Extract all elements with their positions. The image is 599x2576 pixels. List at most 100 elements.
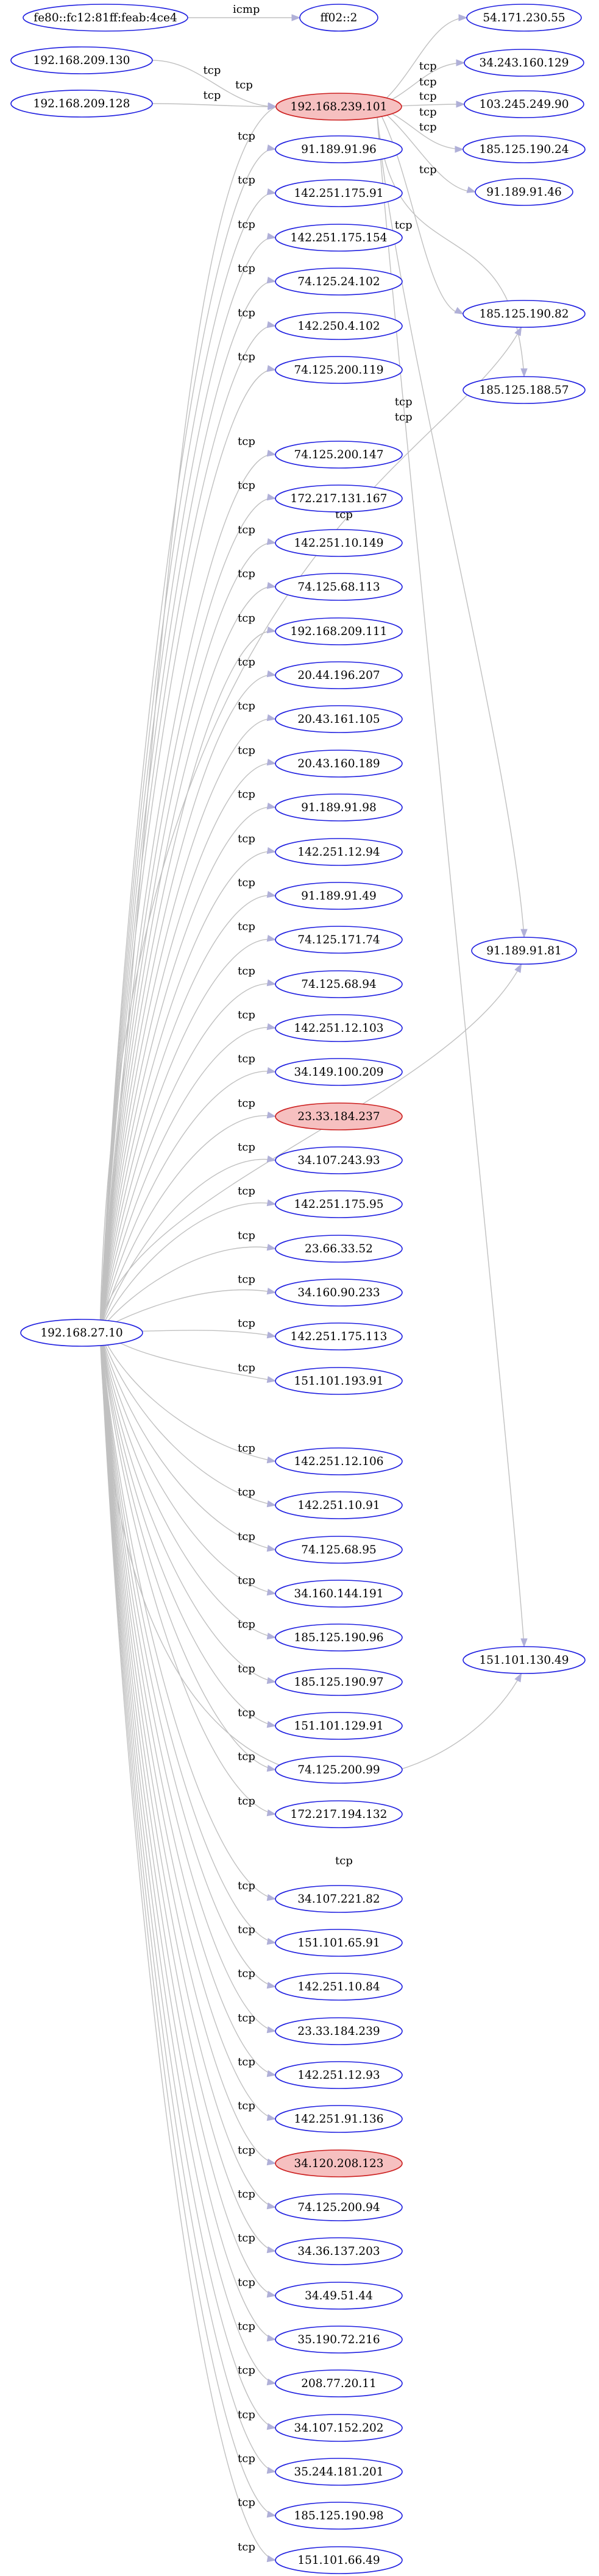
edge-label: tcp bbox=[238, 1141, 255, 1154]
node-142-250-4-102[interactable]: 142.250.4.102 bbox=[275, 312, 403, 340]
node-103-245-249-90[interactable]: 103.245.249.90 bbox=[464, 90, 584, 118]
node-ff02-2[interactable]: ff02::2 bbox=[299, 4, 378, 32]
node-74-125-200-119[interactable]: 74.125.200.119 bbox=[275, 356, 403, 384]
node-74-125-200-99[interactable]: 74.125.200.99 bbox=[275, 1756, 403, 1784]
node-35-244-181-201[interactable]: 35.244.181.201 bbox=[275, 2458, 403, 2486]
edge-to-74-125-200-119 bbox=[99, 369, 276, 1331]
edge-label: tcp bbox=[238, 262, 255, 275]
node-34-107-152-202[interactable]: 34.107.152.202 bbox=[275, 2414, 403, 2442]
node-185-125-188-57[interactable]: 185.125.188.57 bbox=[463, 376, 586, 404]
node-142-251-10-91[interactable]: 142.251.10.91 bbox=[275, 1491, 403, 1519]
node-20-43-160-189[interactable]: 20.43.160.189 bbox=[275, 750, 403, 778]
node-151-101-66-49[interactable]: 151.101.66.49 bbox=[275, 2546, 403, 2574]
node-74-125-171-74[interactable]: 74.125.171.74 bbox=[275, 926, 403, 954]
arrow-head bbox=[266, 232, 277, 240]
node-34-149-100-209[interactable]: 34.149.100.209 bbox=[275, 1058, 403, 1086]
node-ellipse bbox=[275, 750, 403, 778]
edge-label: tcp bbox=[395, 396, 413, 408]
node-ellipse bbox=[275, 793, 403, 821]
node-142-251-10-84[interactable]: 142.251.10.84 bbox=[275, 1973, 403, 2001]
node-20-44-196-207[interactable]: 20.44.196.207 bbox=[275, 661, 403, 689]
node-91-189-91-81[interactable]: 91.189.91.81 bbox=[471, 937, 577, 965]
node-74-125-24-102[interactable]: 74.125.24.102 bbox=[275, 268, 403, 296]
node-74-125-68-113[interactable]: 74.125.68.113 bbox=[275, 573, 403, 601]
node-34-120-208-123[interactable]: 34.120.208.123 bbox=[275, 2149, 403, 2177]
node-ellipse bbox=[275, 882, 403, 910]
node-ellipse bbox=[464, 49, 584, 77]
node-fe80-fc12-81ff-feab-4ce4[interactable]: fe80::fc12:81ff:feab:4ce4 bbox=[23, 4, 188, 32]
node-142-251-175-95[interactable]: 142.251.175.95 bbox=[275, 1190, 403, 1218]
node-ellipse bbox=[275, 705, 403, 733]
node-185-125-190-97[interactable]: 185.125.190.97 bbox=[275, 1668, 403, 1696]
edge-label: tcp bbox=[238, 1361, 255, 1374]
node-208-77-20-11[interactable]: 208.77.20.11 bbox=[275, 2369, 403, 2397]
node-172-217-194-132[interactable]: 172.217.194.132 bbox=[275, 1800, 403, 1828]
edge-label: tcp bbox=[419, 163, 437, 176]
node-172-217-131-167[interactable]: 172.217.131.167 bbox=[275, 484, 403, 513]
node-ellipse bbox=[275, 2237, 403, 2265]
node-34-160-144-191[interactable]: 34.160.144.191 bbox=[275, 1580, 403, 1608]
node-91-189-91-98[interactable]: 91.189.91.98 bbox=[275, 793, 403, 821]
arrow-head bbox=[520, 1638, 528, 1648]
node-142-251-175-113[interactable]: 142.251.175.113 bbox=[275, 1322, 403, 1350]
node-151-101-130-49[interactable]: 151.101.130.49 bbox=[463, 1646, 586, 1674]
node-label: 91.189.91.46 bbox=[486, 186, 562, 199]
node-20-43-161-105[interactable]: 20.43.161.105 bbox=[275, 705, 403, 733]
node-192-168-209-130[interactable]: 192.168.209.130 bbox=[10, 46, 153, 74]
node-54-171-230-55[interactable]: 54.171.230.55 bbox=[466, 4, 582, 32]
edge-label: tcp bbox=[238, 1229, 255, 1242]
node-91-189-91-46[interactable]: 91.189.91.46 bbox=[475, 178, 573, 206]
node-23-66-33-52[interactable]: 23.66.33.52 bbox=[275, 1235, 403, 1263]
node-ellipse bbox=[275, 2502, 403, 2530]
node-192-168-209-111[interactable]: 192.168.209.111 bbox=[275, 617, 403, 645]
node-34-160-90-233[interactable]: 34.160.90.233 bbox=[275, 1279, 403, 1307]
node-34-107-243-93[interactable]: 34.107.243.93 bbox=[275, 1146, 403, 1174]
node-185-125-190-82[interactable]: 185.125.190.82 bbox=[463, 300, 586, 328]
node-151-101-129-91[interactable]: 151.101.129.91 bbox=[275, 1712, 403, 1740]
node-91-189-91-49[interactable]: 91.189.91.49 bbox=[275, 882, 403, 910]
arrow-head bbox=[266, 846, 277, 854]
edge-label: tcp bbox=[238, 435, 255, 448]
node-192-168-27-10[interactable]: 192.168.27.10 bbox=[20, 1319, 143, 1347]
node-91-189-91-96[interactable]: 91.189.91.96 bbox=[275, 135, 403, 163]
edge-to-34-149-100-209 bbox=[99, 1071, 276, 1331]
node-74-125-200-147[interactable]: 74.125.200.147 bbox=[275, 441, 403, 469]
node-23-33-184-237[interactable]: 23.33.184.237 bbox=[275, 1102, 403, 1130]
node-ellipse bbox=[10, 46, 153, 74]
arrow-head bbox=[514, 326, 522, 336]
node-74-125-68-94[interactable]: 74.125.68.94 bbox=[275, 970, 403, 998]
node-185-125-190-24[interactable]: 185.125.190.24 bbox=[463, 135, 586, 163]
node-34-36-137-203[interactable]: 34.36.137.203 bbox=[275, 2237, 403, 2265]
node-151-101-65-91[interactable]: 151.101.65.91 bbox=[275, 1929, 403, 1957]
node-142-251-175-154[interactable]: 142.251.175.154 bbox=[275, 224, 403, 252]
edge-to-151-101-130-49 bbox=[376, 106, 525, 1647]
node-142-251-12-94[interactable]: 142.251.12.94 bbox=[275, 838, 403, 866]
node-142-251-12-93[interactable]: 142.251.12.93 bbox=[275, 2061, 403, 2089]
arrow-head bbox=[266, 2202, 277, 2210]
node-ellipse bbox=[275, 1536, 403, 1564]
edge-to-192-168-239-101 bbox=[152, 103, 277, 107]
node-142-251-175-91[interactable]: 142.251.175.91 bbox=[275, 179, 403, 207]
node-142-251-10-149[interactable]: 142.251.10.149 bbox=[275, 529, 403, 557]
node-192-168-209-128[interactable]: 192.168.209.128 bbox=[10, 90, 153, 118]
node-74-125-200-94[interactable]: 74.125.200.94 bbox=[275, 2193, 403, 2221]
node-142-251-91-136[interactable]: 142.251.91.136 bbox=[275, 2105, 403, 2133]
node-label: 192.168.239.101 bbox=[291, 101, 388, 113]
node-185-125-190-98[interactable]: 185.125.190.98 bbox=[275, 2502, 403, 2530]
node-74-125-68-95[interactable]: 74.125.68.95 bbox=[275, 1536, 403, 1564]
node-185-125-190-96[interactable]: 185.125.190.96 bbox=[275, 1623, 403, 1652]
edge-to-151-101-66-49 bbox=[99, 1330, 276, 2561]
edge-to-142-251-175-154 bbox=[99, 237, 276, 1331]
node-151-101-193-91[interactable]: 151.101.193.91 bbox=[275, 1367, 403, 1395]
node-ellipse bbox=[275, 356, 403, 384]
node-label: fe80::fc12:81ff:feab:4ce4 bbox=[34, 12, 177, 24]
node-23-33-184-239[interactable]: 23.33.184.239 bbox=[275, 2017, 403, 2045]
node-34-243-160-129[interactable]: 34.243.160.129 bbox=[464, 49, 584, 77]
node-142-251-12-106[interactable]: 142.251.12.106 bbox=[275, 1447, 403, 1475]
node-142-251-12-103[interactable]: 142.251.12.103 bbox=[275, 1014, 403, 1042]
node-35-190-72-216[interactable]: 35.190.72.216 bbox=[275, 2326, 403, 2354]
node-192-168-239-101[interactable]: 192.168.239.101 bbox=[275, 93, 402, 121]
node-label: 151.101.129.91 bbox=[294, 1720, 383, 1733]
node-34-49-51-44[interactable]: 34.49.51.44 bbox=[275, 2282, 403, 2310]
node-34-107-221-82[interactable]: 34.107.221.82 bbox=[275, 1885, 403, 1913]
